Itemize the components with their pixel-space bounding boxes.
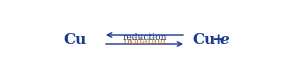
Text: e: e <box>220 33 230 47</box>
Text: Cu: Cu <box>64 33 87 47</box>
Text: oxidation: oxidation <box>123 37 166 46</box>
Text: Cu: Cu <box>192 33 215 47</box>
Text: reduction: reduction <box>122 33 167 42</box>
Text: +: + <box>207 33 230 47</box>
